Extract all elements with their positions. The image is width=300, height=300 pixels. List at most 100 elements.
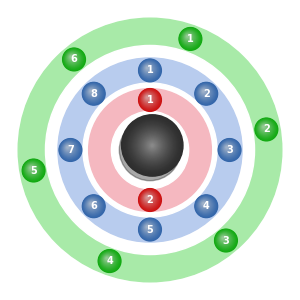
Circle shape [179, 28, 201, 50]
Circle shape [258, 121, 274, 136]
Circle shape [84, 196, 102, 215]
Circle shape [130, 123, 175, 168]
Circle shape [131, 124, 174, 167]
Circle shape [202, 89, 206, 94]
Circle shape [142, 62, 156, 77]
Circle shape [25, 162, 40, 177]
Circle shape [28, 165, 35, 172]
Circle shape [90, 90, 92, 92]
Circle shape [140, 133, 164, 158]
Circle shape [85, 197, 102, 214]
Circle shape [89, 89, 94, 94]
Circle shape [67, 52, 79, 64]
Circle shape [64, 143, 74, 154]
Circle shape [147, 197, 148, 198]
Circle shape [134, 127, 171, 164]
Circle shape [63, 143, 75, 154]
Circle shape [141, 221, 157, 237]
Text: 5: 5 [147, 224, 153, 235]
Text: 7: 7 [67, 145, 74, 155]
Circle shape [216, 231, 235, 249]
Circle shape [104, 255, 112, 263]
Circle shape [141, 134, 164, 157]
Circle shape [202, 90, 205, 92]
Circle shape [89, 202, 94, 206]
Circle shape [218, 233, 231, 245]
Circle shape [145, 195, 152, 201]
Circle shape [139, 218, 161, 241]
Circle shape [146, 66, 150, 70]
Circle shape [28, 165, 36, 173]
Circle shape [101, 252, 117, 268]
Circle shape [144, 64, 153, 73]
Circle shape [201, 201, 208, 208]
Circle shape [202, 202, 206, 206]
Circle shape [223, 144, 232, 153]
Circle shape [255, 118, 278, 141]
Circle shape [141, 220, 158, 237]
Circle shape [199, 199, 211, 211]
Circle shape [64, 49, 84, 69]
Circle shape [103, 255, 112, 264]
Circle shape [127, 120, 178, 171]
Circle shape [140, 220, 158, 238]
Circle shape [200, 87, 210, 97]
Circle shape [139, 59, 161, 82]
Circle shape [141, 61, 158, 78]
Circle shape [84, 196, 103, 215]
Circle shape [90, 202, 93, 206]
Circle shape [71, 56, 72, 57]
Circle shape [146, 96, 149, 99]
Circle shape [145, 225, 151, 230]
Circle shape [105, 256, 110, 262]
Circle shape [144, 64, 152, 73]
Circle shape [119, 119, 181, 181]
Circle shape [140, 190, 160, 210]
Circle shape [18, 18, 282, 282]
Circle shape [58, 58, 242, 242]
Circle shape [69, 55, 75, 60]
Circle shape [139, 189, 161, 211]
Circle shape [139, 219, 161, 240]
Circle shape [144, 223, 153, 232]
Text: 1: 1 [147, 95, 153, 105]
Circle shape [214, 229, 237, 252]
Circle shape [257, 120, 275, 138]
Circle shape [142, 92, 156, 106]
Circle shape [222, 237, 224, 239]
Circle shape [87, 87, 97, 97]
Circle shape [60, 140, 80, 160]
Circle shape [140, 90, 159, 109]
Circle shape [140, 190, 159, 209]
Circle shape [150, 143, 154, 148]
Circle shape [139, 132, 166, 159]
Circle shape [59, 139, 81, 161]
Circle shape [100, 251, 118, 270]
Circle shape [87, 87, 98, 98]
Circle shape [263, 126, 265, 128]
Circle shape [184, 33, 193, 41]
Circle shape [181, 30, 198, 47]
Circle shape [83, 83, 104, 104]
Circle shape [86, 86, 99, 99]
Text: 6: 6 [90, 201, 97, 211]
Circle shape [200, 88, 209, 97]
Circle shape [106, 258, 107, 259]
Circle shape [145, 195, 151, 201]
Circle shape [102, 253, 115, 267]
Circle shape [123, 116, 182, 175]
Circle shape [146, 196, 149, 199]
Text: 1: 1 [187, 34, 194, 44]
Circle shape [146, 225, 149, 229]
Circle shape [102, 254, 115, 266]
Circle shape [104, 256, 111, 262]
Circle shape [146, 226, 148, 228]
Circle shape [88, 201, 95, 208]
Circle shape [84, 84, 102, 102]
Circle shape [88, 200, 97, 209]
Circle shape [84, 84, 103, 103]
Circle shape [88, 88, 212, 212]
Circle shape [142, 135, 163, 156]
Circle shape [142, 222, 156, 235]
Circle shape [128, 121, 177, 170]
